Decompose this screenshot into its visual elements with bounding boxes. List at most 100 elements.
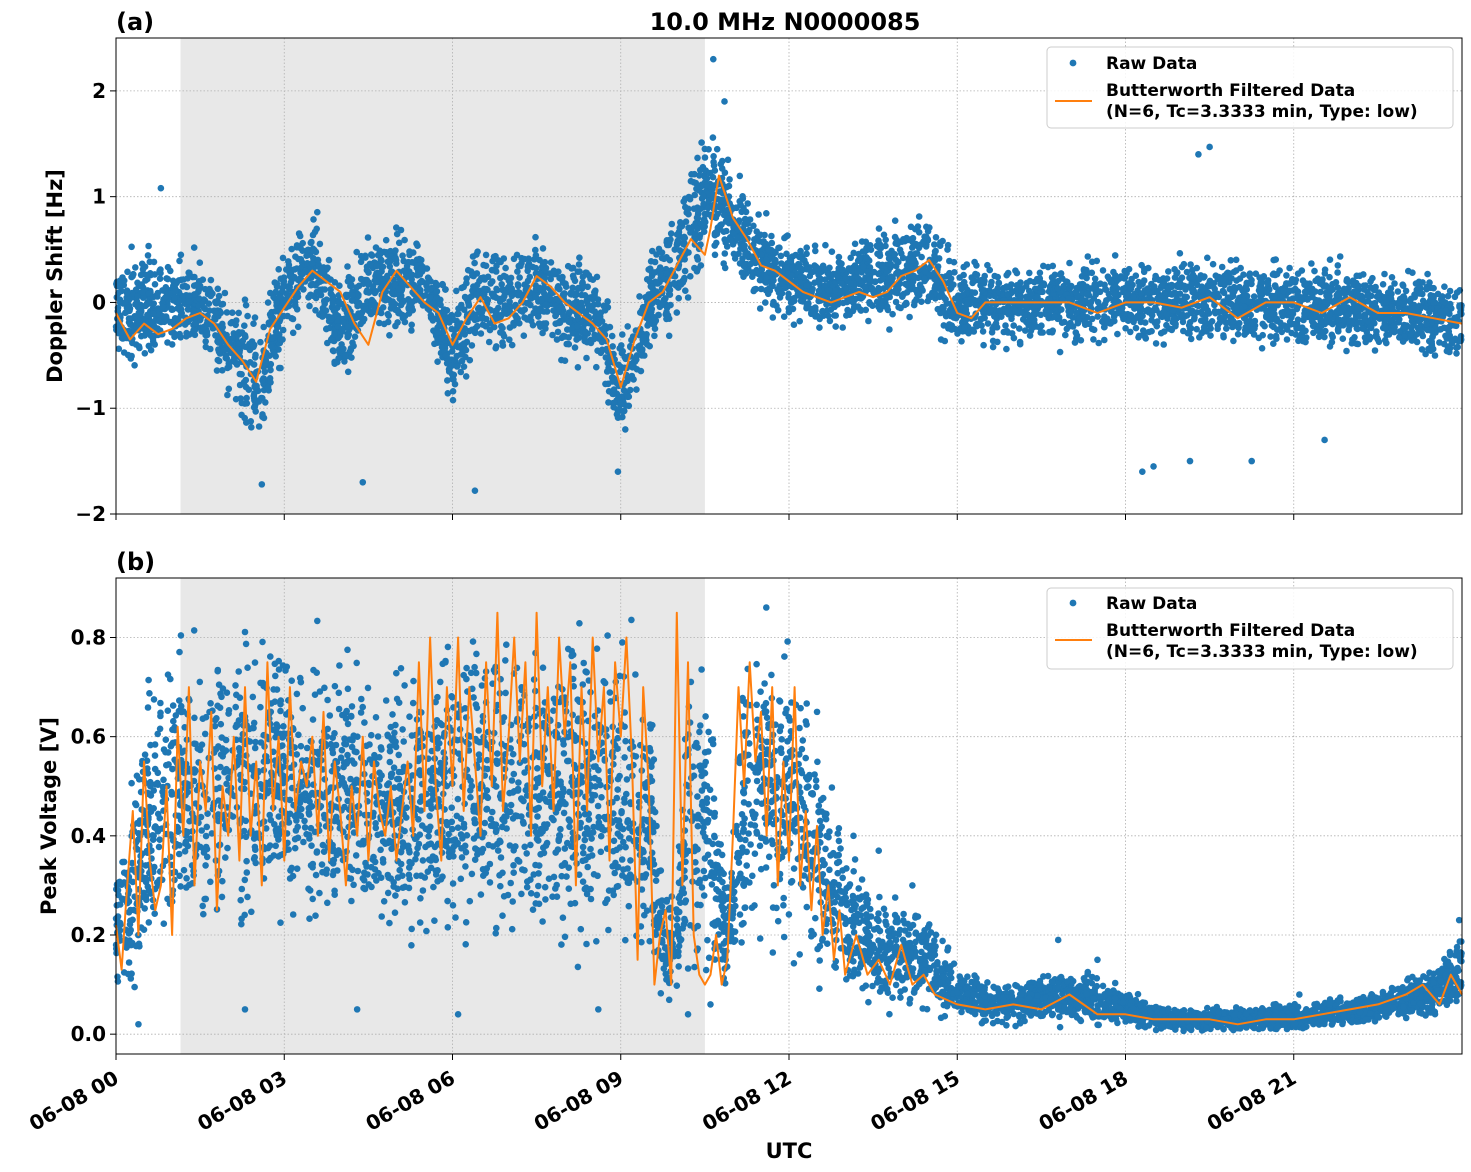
raw-data-point [790, 321, 798, 329]
raw-data-point [310, 216, 317, 223]
raw-data-point [691, 264, 698, 272]
raw-data-point [1223, 325, 1230, 332]
raw-data-point [1326, 284, 1333, 292]
raw-data-point [624, 393, 631, 401]
raw-data-point [704, 204, 712, 212]
raw-data-point [474, 322, 481, 330]
raw-data-point [401, 318, 409, 326]
raw-data-point [603, 368, 611, 375]
raw-data-point [825, 312, 832, 320]
raw-data-point [582, 308, 589, 316]
raw-data-point [842, 274, 850, 282]
raw-data-point [608, 374, 616, 381]
raw-data-point [397, 301, 405, 308]
shaded-interval [180, 38, 705, 514]
raw-data-point [138, 281, 145, 288]
raw-data-point [191, 273, 198, 281]
raw-data-point [502, 264, 509, 272]
raw-data-point [344, 368, 352, 376]
raw-data-point [616, 406, 624, 414]
raw-data-point [940, 322, 948, 329]
raw-data-point [248, 424, 255, 431]
raw-data-point [851, 240, 859, 248]
raw-data-point [159, 303, 167, 311]
raw-data-point [578, 299, 585, 307]
raw-data-point [875, 225, 883, 232]
raw-data-point [1127, 284, 1135, 292]
raw-data-point [701, 154, 709, 161]
raw-data-point [1049, 327, 1056, 335]
raw-data-point [149, 338, 157, 345]
raw-data-point [1187, 335, 1195, 343]
raw-data-point [1165, 268, 1172, 275]
raw-data-point [177, 334, 184, 341]
raw-data-point [223, 309, 231, 316]
raw-data-point [229, 309, 236, 317]
raw-data-point [131, 362, 138, 369]
raw-data-point [870, 287, 878, 295]
raw-data-point [1273, 335, 1280, 343]
raw-data-point [1288, 276, 1296, 283]
raw-data-point [740, 262, 748, 270]
raw-data-point [287, 279, 295, 286]
raw-data-point [1354, 325, 1361, 333]
raw-data-point [701, 210, 709, 218]
raw-data-point [1148, 316, 1155, 324]
raw-data-point [539, 259, 547, 267]
raw-data-point [1229, 317, 1237, 325]
raw-data-point [348, 291, 356, 299]
raw-data-point [639, 346, 646, 353]
raw-data-point [1383, 339, 1390, 347]
raw-data-point [242, 383, 250, 391]
raw-data-point [863, 253, 870, 261]
raw-data-point [684, 294, 692, 301]
raw-data-point [135, 319, 142, 326]
raw-data-point [746, 226, 753, 234]
raw-data-point [651, 332, 658, 340]
raw-data-point [151, 271, 159, 278]
raw-data-point [225, 385, 233, 393]
raw-data-point [1083, 274, 1090, 282]
raw-data-point [329, 299, 337, 307]
raw-data-point [492, 268, 500, 275]
raw-data-point [488, 290, 496, 298]
raw-data-point [785, 308, 793, 316]
raw-data-point [757, 231, 764, 239]
raw-data-point [1056, 348, 1064, 356]
raw-data-point [705, 146, 712, 153]
raw-data-point [665, 332, 673, 340]
raw-data-point [809, 285, 816, 293]
raw-data-point [141, 350, 149, 357]
raw-data-point [520, 332, 528, 340]
raw-data-point [393, 224, 400, 231]
raw-data-point [203, 331, 211, 339]
raw-data-point [1334, 262, 1342, 269]
raw-data-point [1326, 273, 1333, 281]
raw-data-point [858, 238, 866, 245]
raw-data-point [1283, 336, 1291, 343]
raw-data-point [839, 266, 846, 274]
raw-data-point [116, 282, 123, 290]
raw-data-point [123, 289, 131, 297]
raw-data-point [501, 307, 508, 315]
raw-data-point [453, 287, 460, 295]
raw-data-point [1179, 311, 1186, 318]
raw-data-point [660, 255, 668, 263]
raw-data-point [571, 344, 579, 351]
raw-data-point [604, 359, 612, 367]
raw-data-point [1289, 308, 1296, 315]
raw-data-point [1191, 314, 1198, 321]
raw-data-point [345, 331, 353, 338]
raw-data-point [681, 267, 689, 275]
raw-data-point [651, 258, 659, 266]
raw-data-point [605, 399, 612, 406]
raw-data-point [1127, 312, 1135, 320]
raw-data-point [909, 278, 917, 285]
raw-data-point [286, 272, 294, 280]
raw-data-point [681, 274, 688, 282]
raw-data-point [275, 266, 283, 273]
raw-data-point [993, 324, 1001, 331]
raw-data-point [891, 217, 899, 224]
